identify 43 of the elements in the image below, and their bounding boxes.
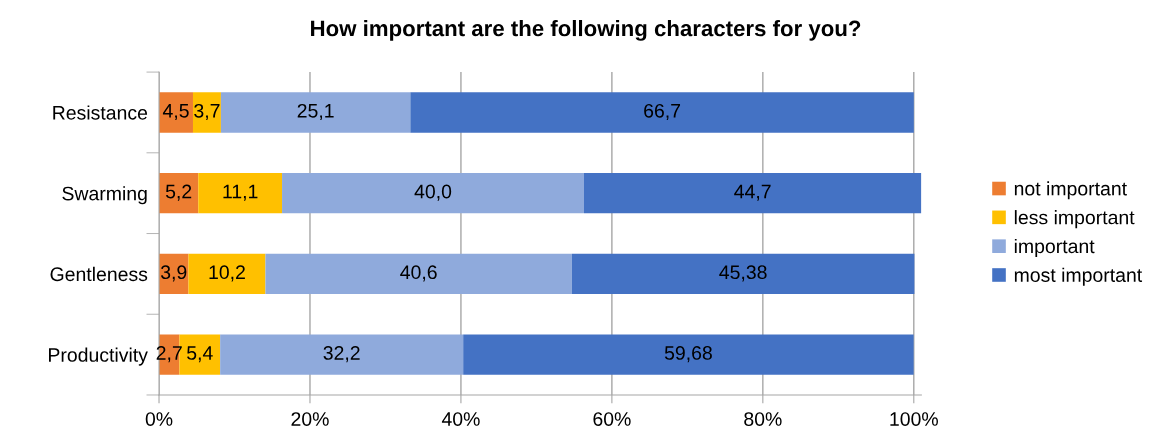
- bar: [571, 253, 915, 295]
- x-tick-label: 20%: [291, 412, 329, 426]
- data-label: 44,7: [734, 184, 771, 201]
- data-label: 40,6: [400, 265, 437, 282]
- data-label: 10,2: [209, 265, 245, 282]
- data-label: 11,1: [223, 184, 258, 201]
- data-label: 4,5: [162, 104, 189, 120]
- bar: [410, 92, 914, 133]
- bar: [159, 172, 199, 214]
- x-tick-label: 80%: [744, 412, 782, 426]
- data-label: 59,68: [664, 346, 712, 363]
- legend-label: less important: [1014, 210, 1135, 229]
- data-label: 5,2: [165, 184, 192, 201]
- x-tick-label: 100%: [890, 412, 938, 426]
- y-tick-label: Resistance: [53, 105, 148, 120]
- data-label: 3,9: [160, 265, 187, 282]
- y-tick-label: Gentleness: [50, 266, 148, 282]
- chart-title: How important are the following characters for you?: [311, 19, 861, 41]
- bar: [192, 92, 221, 133]
- bar: [583, 172, 922, 214]
- x-tick-label: 40%: [441, 412, 480, 426]
- bar: [265, 253, 572, 295]
- y-tick-label: Productivity: [49, 347, 148, 366]
- legend-label: important: [1014, 238, 1095, 258]
- bar: [198, 172, 283, 214]
- data-label: 3,7: [194, 103, 220, 120]
- data-label: 25,1: [297, 103, 334, 120]
- data-label: 32,2: [323, 346, 360, 363]
- bar: [220, 92, 411, 133]
- data-label: 66,7: [644, 103, 681, 120]
- x-tick-label: 0%: [145, 412, 173, 426]
- data-label: 5,4: [187, 346, 213, 363]
- bar: [159, 92, 193, 133]
- bar: [463, 334, 914, 375]
- x-tick-label: 60%: [593, 412, 631, 426]
- legend-label: not important: [1014, 181, 1127, 200]
- legend-label: most important: [1014, 267, 1143, 286]
- data-label: 45,38: [719, 265, 767, 282]
- data-label: 40,0: [414, 184, 452, 201]
- y-tick-label: Swarming: [62, 186, 147, 205]
- bar: [188, 253, 266, 295]
- bar: [220, 334, 464, 375]
- bar: [282, 172, 584, 214]
